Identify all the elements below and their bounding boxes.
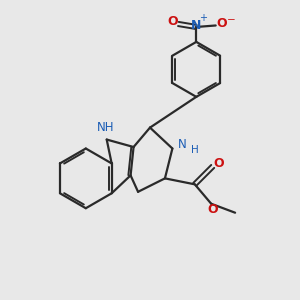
Text: O: O — [216, 16, 227, 30]
Text: +: + — [199, 13, 207, 23]
Text: H: H — [191, 145, 199, 155]
Text: N: N — [191, 19, 202, 32]
Text: O: O — [213, 157, 224, 170]
Text: O: O — [167, 15, 178, 28]
Text: NH: NH — [97, 121, 114, 134]
Text: −: − — [227, 15, 236, 25]
Text: O: O — [207, 203, 218, 216]
Text: N: N — [178, 137, 187, 151]
